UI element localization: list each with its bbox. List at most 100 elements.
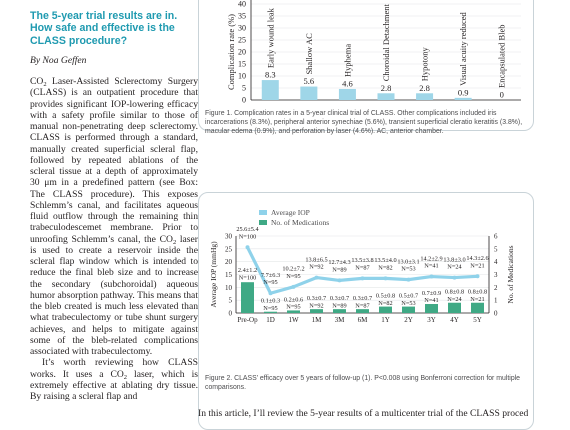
legend-swatch-iop — [259, 210, 267, 215]
iop-point — [245, 245, 250, 250]
y2-tick-label: 1 — [494, 297, 498, 305]
y2-tick-label: 0 — [494, 310, 498, 318]
iop-data-label: 13.5±3.8 — [351, 257, 373, 264]
medication-data-label: 0.7±0.9 — [422, 290, 441, 297]
data-label: 2.8 — [381, 83, 392, 93]
y2-tick-label: 2 — [494, 284, 498, 292]
y-tick-label: 0 — [242, 96, 246, 105]
medication-bar — [264, 311, 277, 313]
bar — [261, 80, 279, 100]
medication-data-label: 0.8±0.8 — [468, 289, 487, 296]
medication-data-label: 0.5±0.8 — [376, 293, 395, 300]
iop-point — [268, 291, 273, 296]
figure-1-caption: Figure 1. Complication rates in a 5-year… — [205, 110, 523, 135]
medication-data-label: 0.3±0.7 — [307, 295, 326, 302]
medication-data-label: N=41 — [424, 297, 438, 304]
article-body: CO2 Laser-Assisted Sclerectomy Surgery (… — [30, 76, 198, 402]
legend-label: No. of Medications — [271, 218, 329, 227]
y-axis-label: Complication rate (%) — [226, 14, 236, 90]
x-category-label: 4Y — [450, 316, 459, 324]
legend-label: Average IOP — [271, 208, 310, 217]
body-paragraph: CO2 Laser-Assisted Sclerectomy Surgery (… — [30, 76, 198, 357]
x-category-label: 5Y — [473, 316, 482, 324]
medication-data-label: N=21 — [470, 296, 484, 303]
y-tick-label: 20 — [238, 48, 246, 57]
x-category-label: Pre-Op — [237, 316, 258, 324]
iop-data-label: N=24 — [447, 264, 462, 271]
medication-data-label: N=53 — [401, 300, 415, 307]
y-tick-label: 5 — [242, 84, 246, 93]
iop-data-label: N=41 — [424, 263, 438, 270]
x-category-label: Shallow AC — [304, 33, 314, 75]
iop-data-label: 14.2±2.9 — [420, 255, 442, 262]
y2-tick-label: 3 — [494, 271, 498, 279]
iop-data-label: N=53 — [401, 266, 415, 273]
medication-data-label: N=92 — [309, 302, 323, 309]
data-label: 0 — [500, 90, 504, 100]
medication-bar — [310, 309, 323, 313]
bar — [416, 93, 434, 100]
x-category-label: Choroidal Detachment — [381, 3, 391, 81]
medication-bar — [379, 306, 392, 313]
bar — [300, 86, 318, 100]
iop-data-label: 7.7±6.3 — [261, 272, 280, 279]
x-category-label: 1Y — [381, 316, 390, 324]
iop-data-label: 13.5±4.0 — [374, 257, 396, 264]
medication-data-label: 2.4±1.2 — [238, 267, 257, 274]
medication-data-label: 0.2±0.6 — [284, 296, 303, 303]
medication-data-label: 0.8±0.8 — [445, 289, 464, 296]
x-category-label: 1D — [266, 316, 275, 324]
iop-data-label: 12.7±4.3 — [328, 259, 350, 266]
y-tick-label: 15 — [238, 60, 246, 69]
y-tick-label: 25 — [238, 36, 246, 45]
bar — [454, 97, 472, 100]
y-tick-label: 10 — [225, 284, 233, 292]
iop-point — [475, 274, 480, 279]
iop-point — [291, 284, 296, 289]
medication-data-label: N=87 — [355, 302, 369, 309]
medication-data-label: N=100 — [239, 274, 257, 281]
x-category-label: Encapsulated Bleb — [497, 25, 507, 89]
iop-data-label: 14.3±2.6 — [466, 255, 488, 262]
article-continued-text: In this article, I’ll review the 5-year … — [198, 408, 528, 419]
y-tick-label: 40 — [238, 0, 246, 9]
medication-bar — [425, 304, 438, 313]
x-category-label: Hypotony — [420, 47, 430, 82]
y-tick-label: 0 — [229, 310, 233, 318]
iop-point — [452, 275, 457, 280]
iop-data-label: 13.8±6.5 — [305, 256, 327, 263]
iop-point — [314, 275, 319, 280]
medication-bar — [448, 302, 461, 313]
iop-data-label: N=92 — [309, 264, 323, 271]
iop-point — [337, 278, 342, 283]
medication-bar — [333, 309, 346, 313]
y-tick-label: 20 — [225, 258, 233, 266]
y2-tick-label: 5 — [494, 245, 498, 253]
bar — [377, 93, 395, 100]
y-tick-label: 30 — [225, 233, 233, 241]
data-label: 2.8 — [419, 83, 430, 93]
x-category-label: Hyphema — [342, 44, 352, 77]
article-byline: By Noa Geffen — [30, 55, 87, 66]
data-label: 0.9 — [458, 87, 469, 97]
article-headline: The 5-year trial results are in. How saf… — [30, 10, 178, 47]
x-category-label: 3M — [335, 316, 346, 324]
iop-data-label: N=21 — [470, 262, 484, 269]
y-tick-label: 35 — [238, 12, 246, 21]
medication-bar — [287, 310, 300, 313]
iop-data-label: N=95 — [286, 273, 300, 280]
iop-data-label: 13.0±3.1 — [397, 258, 419, 265]
medication-bar — [471, 302, 484, 313]
bar — [338, 88, 356, 100]
medication-data-label: N=95 — [263, 305, 277, 312]
iop-data-label: N=95 — [263, 279, 277, 286]
x-category-label: Visual acuity reduced — [458, 11, 468, 85]
body-paragraph: It’s worth reviewing how CLASS works. It… — [30, 357, 198, 402]
iop-point — [360, 276, 365, 281]
y-axis-label: Average IOP (mmHg) — [209, 241, 218, 308]
medication-data-label: N=82 — [378, 300, 392, 307]
figure-2-panel: Average IOP No. of Medications 0 5 10 15 20 25 3… — [198, 192, 534, 430]
medication-data-label: N=89 — [332, 302, 346, 309]
